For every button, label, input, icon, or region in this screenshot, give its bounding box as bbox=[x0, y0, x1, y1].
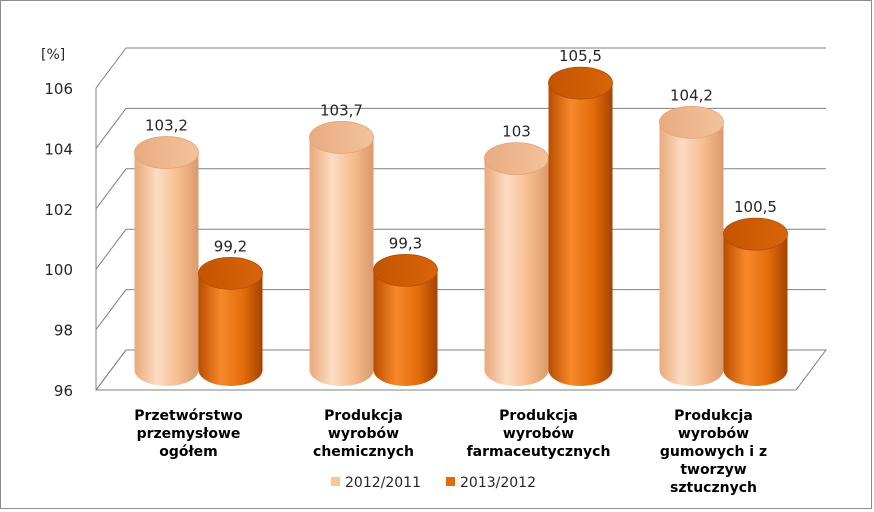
bar-top bbox=[659, 105, 724, 139]
data-label: 99,2 bbox=[214, 237, 247, 255]
x-category-label-line: wyrobów bbox=[678, 426, 749, 442]
y-tick-label: 106 bbox=[44, 80, 73, 98]
side-wall-line bbox=[95, 289, 127, 330]
data-label: 103 bbox=[502, 123, 531, 141]
x-category-label-line: wyrobów bbox=[503, 426, 574, 442]
bar bbox=[198, 273, 263, 386]
x-category-label: Produkcja wyrobów chemicznych bbox=[313, 408, 414, 460]
bars-group bbox=[134, 66, 788, 387]
x-category-label: Przetwórstwo przemysłowe ogółem bbox=[134, 408, 243, 460]
x-category-label-line: sztucznych bbox=[670, 480, 757, 496]
y-tick-label: 98 bbox=[54, 322, 73, 340]
labels-group: 96 98 100 102 104 106 [%] 103,2 99,2 Przetwórstwo… bbox=[41, 47, 777, 496]
bar-top bbox=[309, 121, 374, 154]
side-wall-line bbox=[95, 47, 127, 89]
y-tick-label: 104 bbox=[44, 140, 73, 158]
x-category-label-line: ogółem bbox=[159, 444, 218, 460]
bar bbox=[484, 158, 549, 386]
x-category-label-line: tworzyw bbox=[680, 462, 746, 478]
y-tick-label: 100 bbox=[44, 261, 73, 279]
x-category-label-line: wyrobów bbox=[328, 426, 399, 442]
data-label: 105,5 bbox=[559, 47, 602, 65]
x-category-label-line: farmaceutycznych bbox=[467, 444, 611, 460]
legend-label[interactable]: 2012/2011 bbox=[345, 475, 421, 491]
side-wall-line bbox=[95, 349, 127, 391]
bar bbox=[723, 234, 788, 386]
side-wall-line bbox=[95, 108, 127, 149]
data-label: 103,7 bbox=[320, 101, 363, 119]
bar bbox=[659, 122, 724, 387]
bar bbox=[373, 270, 438, 386]
data-label: 100,5 bbox=[734, 198, 777, 216]
y-axis-unit-label: [%] bbox=[41, 47, 65, 63]
x-category-label-line: Przetwórstwo bbox=[134, 408, 243, 424]
bar-top bbox=[373, 253, 438, 287]
x-category-label: Produkcja wyrobów farmaceutycznych bbox=[467, 408, 611, 460]
y-tick-label: 102 bbox=[44, 201, 73, 219]
data-label: 103,2 bbox=[145, 117, 188, 135]
side-wall-line bbox=[95, 168, 127, 210]
x-category-label-line: Produkcja bbox=[499, 408, 578, 424]
bar-top bbox=[198, 256, 263, 290]
x-category-label-line: gumowych i z bbox=[660, 444, 767, 460]
x-category-label-line: chemicznych bbox=[313, 444, 414, 460]
bar bbox=[134, 152, 199, 386]
y-tick-label: 96 bbox=[54, 382, 73, 400]
legend-swatch[interactable] bbox=[446, 477, 455, 486]
bar-top bbox=[548, 66, 613, 100]
x-category-label-line: przemysłowe bbox=[137, 426, 241, 442]
bar-top bbox=[134, 136, 199, 169]
legend-swatch[interactable] bbox=[331, 477, 340, 486]
x-category-label-line: Produkcja bbox=[324, 408, 403, 424]
bar bbox=[548, 83, 613, 386]
x-category-label: Produkcja wyrobów gumowych i z tworzyw sztuc… bbox=[660, 408, 767, 496]
x-category-label-line: Produkcja bbox=[674, 408, 753, 424]
data-label: 99,3 bbox=[389, 234, 422, 252]
data-label: 104,2 bbox=[670, 86, 713, 104]
legend-label[interactable]: 2013/2012 bbox=[460, 475, 536, 491]
side-wall-line bbox=[95, 228, 127, 270]
bar bbox=[309, 137, 374, 386]
bar-top bbox=[723, 217, 788, 251]
bar-top bbox=[484, 142, 549, 176]
